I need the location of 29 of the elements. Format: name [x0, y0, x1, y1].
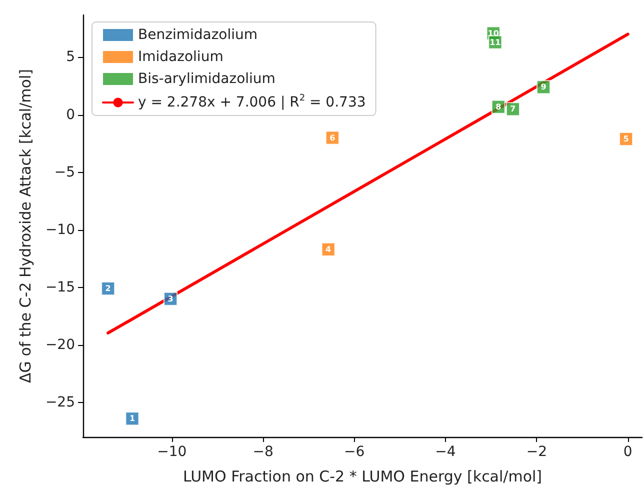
annotation: 6: [330, 133, 336, 142]
y-axis-title: ΔG of the C-2 Hydroxide Attack [kcal/mol]: [16, 69, 34, 383]
x-axis-title: LUMO Fraction on C-2 * LUMO Energy [kcal/mol]: [182, 468, 542, 486]
annotation: 10: [488, 28, 500, 38]
annotation: 9: [540, 82, 547, 92]
annotation: 1: [129, 414, 136, 424]
x-tick-label: −2: [526, 444, 547, 460]
annotation: 11: [490, 38, 502, 47]
annotation: 4: [326, 244, 332, 254]
annotation: 7: [510, 104, 516, 114]
y-tick-label: −15: [45, 279, 75, 296]
annotation: 5: [623, 134, 630, 144]
annotation: 2: [105, 284, 111, 294]
x-tick-label: −8: [252, 444, 274, 460]
y-tick-label: 0: [66, 106, 75, 123]
legend-label: Benzimidazolium: [138, 27, 258, 43]
y-tick-label: −25: [45, 394, 75, 410]
x-tick-label: −6: [344, 444, 365, 460]
annotation: 3: [168, 294, 174, 304]
x-tick-label: −10: [157, 444, 187, 460]
annotation: 8: [496, 102, 502, 112]
legend-label: Imidazolium: [138, 49, 224, 65]
legend-label: Bis-arylimidazolium: [138, 71, 276, 87]
y-tick-label: 5: [66, 49, 75, 66]
x-tick-label: −4: [435, 444, 456, 460]
y-tick-label: −10: [45, 222, 75, 238]
x-tick-label: 0: [623, 444, 632, 460]
y-tick-label: −5: [54, 164, 75, 180]
y-tick-label: −20: [45, 336, 75, 353]
